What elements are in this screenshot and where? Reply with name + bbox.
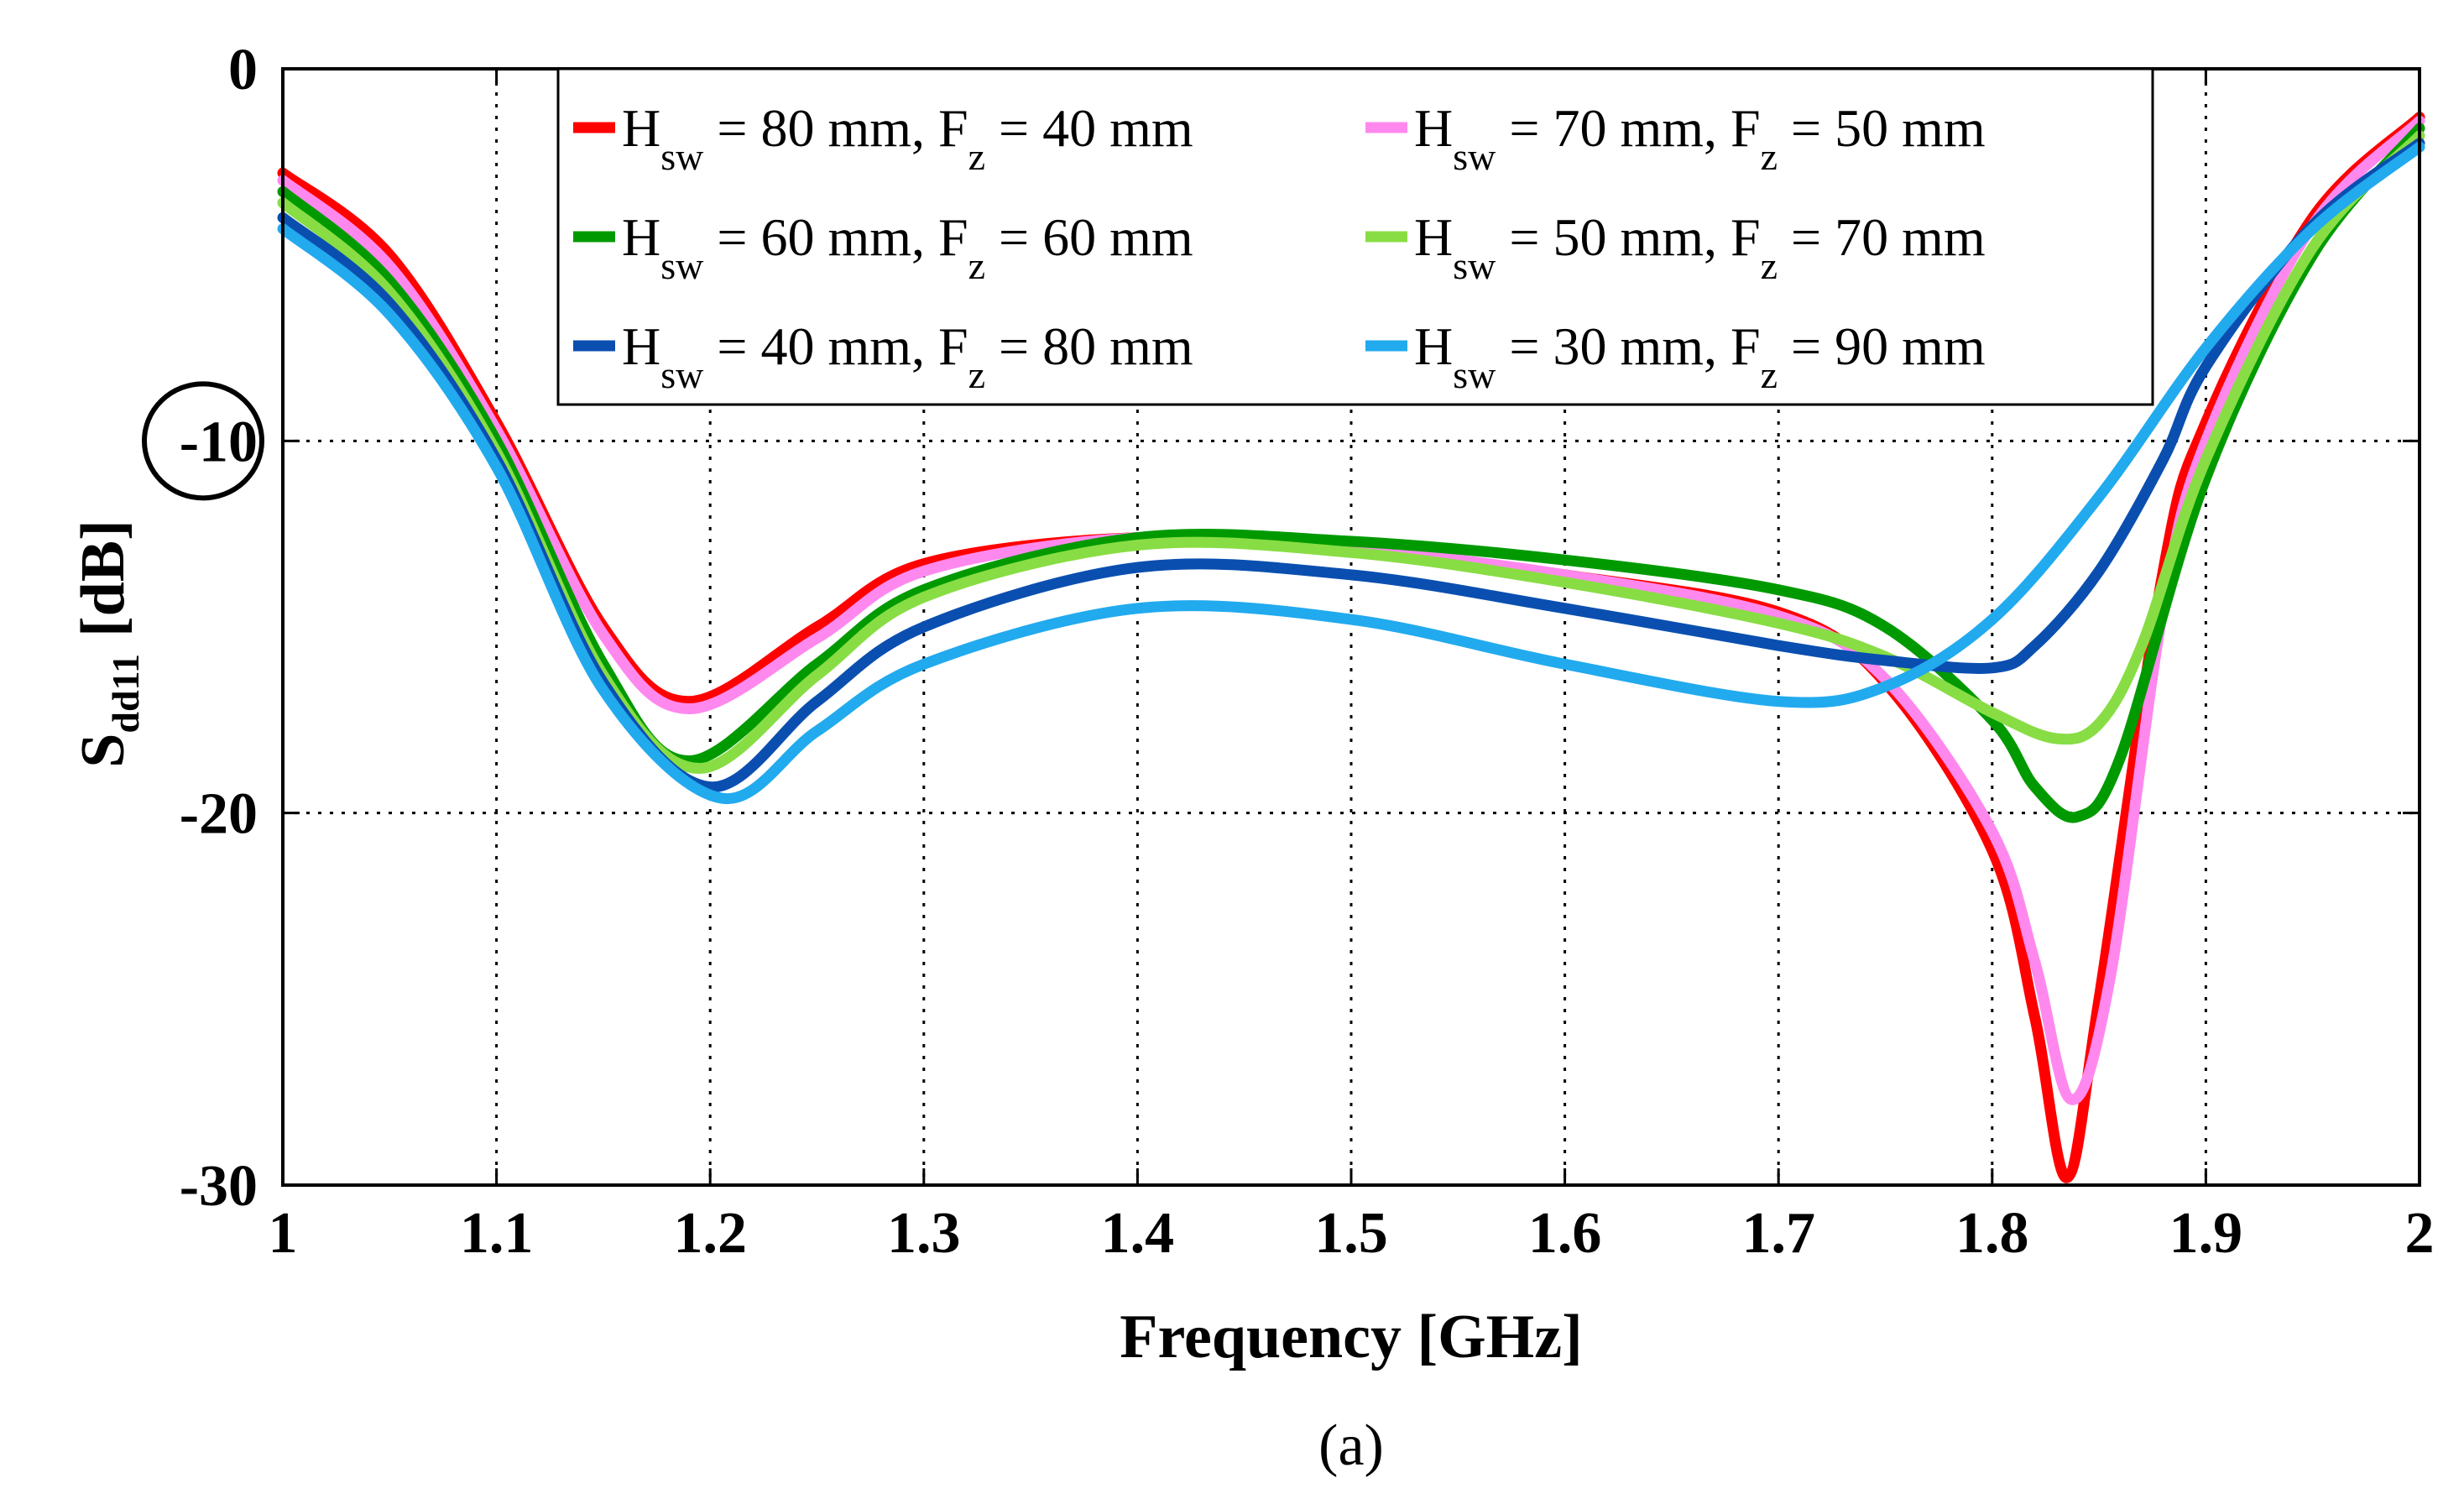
y-axis-label-unit: [dB] bbox=[69, 520, 138, 637]
grid-layer bbox=[283, 69, 2420, 1185]
legend-text-part: = 40 mm bbox=[985, 98, 1193, 158]
legend-label-2: Hsw = 70 mm, Fz = 50 mm bbox=[1414, 98, 1986, 178]
legend-label-6: Hsw = 30 mm, Fz = 90 mm bbox=[1414, 316, 1986, 396]
legend-subscript: z bbox=[968, 135, 985, 178]
legend-subscript: z bbox=[968, 353, 985, 396]
legend-subscript: sw bbox=[1453, 353, 1496, 396]
legend-text-part: = 90 mm bbox=[1778, 316, 1986, 376]
y-tick-label: -20 bbox=[180, 782, 258, 847]
legend-label-1: Hsw = 80 mm, Fz = 40 mm bbox=[622, 98, 1193, 178]
y-axis-label-main: S bbox=[69, 734, 138, 768]
x-axis-label: Frequency [GHz] bbox=[1120, 1303, 1582, 1371]
tick-layer: 1 1.1 1.2 1.3 1.4 1.5 1.6 1.7 1.8 1.9 2 0 -10 -20 -30 bbox=[180, 38, 2435, 1266]
legend-text-part: = 70 mm, F bbox=[1496, 98, 1760, 158]
x-tick-label: 1.4 bbox=[1101, 1201, 1175, 1266]
legend-subscript: z bbox=[1761, 244, 1778, 287]
y-tick-label: 0 bbox=[228, 38, 258, 102]
legend-text-part: = 50 mm bbox=[1778, 98, 1986, 158]
legend-label-5: Hsw = 40 mm, Fz = 80 mm bbox=[622, 316, 1193, 396]
legend-text-part: H bbox=[622, 316, 660, 376]
x-tick-label: 1.7 bbox=[1741, 1201, 1815, 1266]
x-tick-label: 1.3 bbox=[887, 1201, 961, 1266]
x-tick-label: 1.5 bbox=[1314, 1201, 1388, 1266]
x-tick-label: 2 bbox=[2405, 1201, 2435, 1266]
legend-text-part: H bbox=[622, 98, 660, 158]
legend-text-part: = 80 mm, F bbox=[703, 98, 968, 158]
legend-text-part: H bbox=[1414, 316, 1453, 376]
y-axis-label-subscript: dd11 bbox=[104, 654, 147, 734]
legend-text-part: = 70 mm bbox=[1778, 207, 1986, 267]
legend-text-part: H bbox=[1414, 207, 1453, 267]
y-tick-label: -30 bbox=[180, 1154, 258, 1219]
legend-text-part: = 60 mm, F bbox=[703, 207, 968, 267]
legend-label-4: Hsw = 50 mm, Fz = 70 mm bbox=[1414, 207, 1986, 287]
series-line-3 bbox=[277, 123, 2425, 823]
legend-text-part: = 30 mm, F bbox=[1496, 316, 1760, 376]
highlight-circle bbox=[142, 381, 264, 501]
legend-label-3: Hsw = 60 mm, Fz = 60 mm bbox=[622, 207, 1193, 287]
legend-subscript: z bbox=[968, 244, 985, 287]
legend-text-part: = 40 mm, F bbox=[703, 316, 968, 376]
legend-subscript: sw bbox=[1453, 244, 1496, 287]
legend-subscript: sw bbox=[660, 353, 704, 396]
series-layer bbox=[277, 112, 2425, 1183]
legend-text-part: H bbox=[622, 207, 660, 267]
x-tick-label: 1.2 bbox=[673, 1201, 747, 1266]
y-axis-label: Sdd11 [dB] bbox=[69, 520, 147, 768]
x-tick-label: 1.9 bbox=[2169, 1201, 2243, 1266]
legend-text-part: = 80 mm bbox=[985, 316, 1193, 376]
legend-box bbox=[556, 67, 2154, 406]
legend-text-part: = 60 mm bbox=[985, 207, 1193, 267]
x-tick-label: 1.6 bbox=[1528, 1201, 1602, 1266]
legend-subscript: sw bbox=[660, 244, 704, 287]
legend-text-part: H bbox=[1414, 98, 1453, 158]
figure-caption: (a) bbox=[1318, 1413, 1384, 1478]
legend-text-part: = 50 mm, F bbox=[1496, 207, 1760, 267]
x-tick-label: 1 bbox=[269, 1201, 298, 1266]
series-line-6 bbox=[277, 141, 2425, 805]
y-tick-label: -10 bbox=[180, 410, 258, 474]
legend: Hsw = 80 mm, Fz = 40 mm Hsw = 70 mm, Fz =… bbox=[556, 67, 2154, 406]
x-tick-label: 1.1 bbox=[460, 1201, 534, 1266]
legend-subscript: z bbox=[1761, 353, 1778, 396]
legend-subscript: z bbox=[1761, 135, 1778, 178]
x-tick-label: 1.8 bbox=[1955, 1201, 2029, 1266]
legend-subscript: sw bbox=[660, 135, 704, 178]
legend-subscript: sw bbox=[1453, 135, 1496, 178]
